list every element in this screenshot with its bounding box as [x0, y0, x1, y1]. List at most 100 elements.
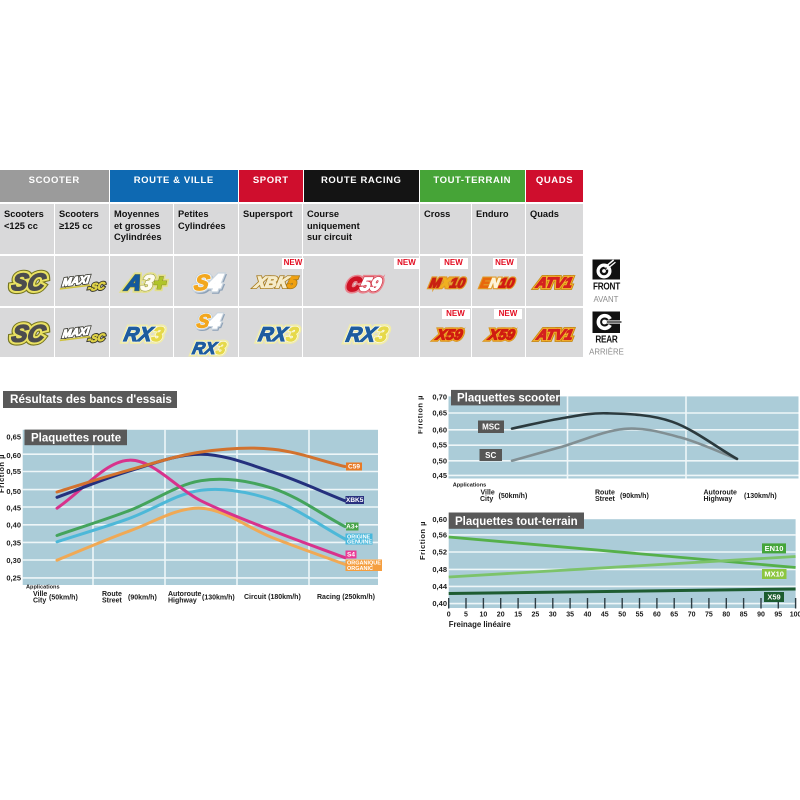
svg-text:0,45: 0,45: [432, 471, 447, 480]
svg-text:C59: C59: [348, 464, 360, 471]
svg-text:Ville: Ville: [33, 591, 47, 598]
svg-text:Plaquettes route: Plaquettes route: [31, 432, 121, 444]
svg-text:5: 5: [464, 612, 468, 619]
svg-text:-SC: -SC: [87, 332, 106, 345]
svg-text:ATV1: ATV1: [534, 276, 574, 292]
svg-text:X59: X59: [434, 328, 465, 344]
svg-text:ATV1: ATV1: [534, 328, 574, 344]
svg-text:AVANT: AVANT: [594, 295, 619, 304]
svg-text:RX3: RX3: [344, 324, 390, 347]
svg-text:0,60: 0,60: [432, 515, 447, 524]
svg-text:0,48: 0,48: [432, 565, 447, 574]
svg-text:X59: X59: [486, 328, 517, 344]
svg-text:0,60: 0,60: [432, 425, 447, 434]
svg-text:0,40: 0,40: [432, 599, 447, 608]
svg-text:Freinage linéaire: Freinage linéaire: [449, 620, 512, 629]
svg-text:RX3: RX3: [256, 324, 300, 346]
svg-text:X59: X59: [434, 328, 465, 344]
svg-text:100: 100: [790, 612, 800, 619]
svg-text:C59: C59: [345, 274, 384, 295]
svg-text:RX3: RX3: [122, 324, 166, 346]
svg-text:Route: Route: [102, 591, 122, 598]
svg-text:0,25: 0,25: [6, 573, 21, 582]
svg-text:EN10: EN10: [479, 276, 516, 291]
svg-text:S4: S4: [195, 312, 223, 333]
svg-text:0,70: 0,70: [432, 392, 447, 401]
svg-text:MX10: MX10: [764, 570, 784, 579]
svg-text:Friction µ: Friction µ: [418, 395, 425, 434]
svg-text:40: 40: [584, 612, 592, 619]
svg-text:GENUINE: GENUINE: [347, 540, 372, 546]
svg-text:(130km/h): (130km/h): [744, 493, 777, 500]
svg-text:XBK5: XBK5: [253, 275, 299, 292]
svg-text:(50km/h): (50km/h): [49, 595, 78, 602]
svg-text:(130km/h): (130km/h): [202, 595, 235, 602]
svg-text:Street: Street: [595, 496, 616, 503]
svg-text:Applications: Applications: [26, 585, 60, 591]
svg-text:0,65: 0,65: [432, 409, 447, 418]
svg-text:A3+: A3+: [122, 270, 169, 295]
svg-text:EN10: EN10: [765, 544, 784, 553]
svg-text:S4: S4: [195, 312, 223, 333]
svg-text:REAR: REAR: [595, 334, 618, 345]
svg-text:SC: SC: [9, 269, 48, 296]
svg-text:RX3: RX3: [344, 324, 390, 347]
svg-text:80: 80: [722, 612, 730, 619]
svg-text:MSC: MSC: [482, 423, 500, 432]
svg-text:85: 85: [740, 612, 748, 619]
svg-text:0,40: 0,40: [6, 521, 21, 530]
svg-text:MX10: MX10: [428, 276, 467, 291]
svg-text:0,55: 0,55: [432, 441, 447, 450]
svg-text:35: 35: [566, 612, 574, 619]
svg-text:ORIGINE: ORIGINE: [347, 534, 371, 540]
svg-text:Street: Street: [102, 598, 123, 605]
svg-text:RX3: RX3: [344, 324, 390, 347]
svg-text:15: 15: [514, 612, 522, 619]
svg-text:55: 55: [636, 612, 644, 619]
svg-text:X59: X59: [767, 593, 780, 602]
svg-text:Applications: Applications: [453, 483, 487, 489]
svg-text:ATV1: ATV1: [534, 328, 574, 344]
svg-text:A3+: A3+: [346, 524, 358, 531]
svg-text:RX3: RX3: [256, 324, 300, 346]
svg-text:FRONT: FRONT: [593, 281, 621, 292]
svg-text:(90km/h): (90km/h): [128, 595, 157, 602]
svg-text:RX3: RX3: [122, 324, 166, 346]
svg-text:C59: C59: [345, 274, 384, 295]
svg-text:0,45: 0,45: [6, 504, 21, 513]
svg-text:0,52: 0,52: [432, 548, 447, 557]
svg-text:0,30: 0,30: [6, 556, 21, 565]
svg-text:ATV1: ATV1: [534, 276, 574, 292]
svg-text:-SC: -SC: [87, 281, 106, 294]
svg-text:X59: X59: [486, 328, 517, 344]
svg-text:45: 45: [601, 612, 609, 619]
svg-text:ATV1: ATV1: [534, 276, 574, 292]
svg-text:X59: X59: [434, 328, 465, 344]
svg-text:Highway: Highway: [704, 496, 733, 503]
svg-text:0: 0: [447, 612, 451, 619]
svg-text:-SC: -SC: [87, 332, 106, 345]
svg-text:0,65: 0,65: [6, 433, 21, 442]
svg-text:0,55: 0,55: [6, 467, 21, 476]
svg-text:0,50: 0,50: [432, 456, 447, 465]
svg-text:Friction µ: Friction µ: [0, 454, 6, 493]
svg-text:A3+: A3+: [122, 270, 169, 295]
svg-text:S4: S4: [347, 552, 355, 559]
svg-text:Ville: Ville: [481, 490, 495, 497]
svg-text:(90km/h): (90km/h): [620, 493, 649, 500]
svg-text:Plaquettes scooter: Plaquettes scooter: [457, 393, 560, 405]
svg-text:95: 95: [774, 612, 782, 619]
svg-text:RX3: RX3: [191, 338, 229, 358]
svg-text:70: 70: [688, 612, 696, 619]
svg-text:-SC: -SC: [87, 281, 106, 294]
svg-text:XBK5: XBK5: [253, 275, 299, 292]
svg-text:ARRIÈRE: ARRIÈRE: [589, 346, 624, 356]
svg-text:0,35: 0,35: [6, 539, 21, 548]
svg-text:Route: Route: [595, 490, 615, 497]
svg-text:20: 20: [497, 612, 505, 619]
svg-text:0,60: 0,60: [6, 451, 21, 460]
svg-text:60: 60: [653, 612, 661, 619]
svg-text:RX3: RX3: [122, 324, 166, 346]
svg-text:X59: X59: [486, 328, 517, 344]
svg-text:XBK5: XBK5: [346, 497, 364, 504]
